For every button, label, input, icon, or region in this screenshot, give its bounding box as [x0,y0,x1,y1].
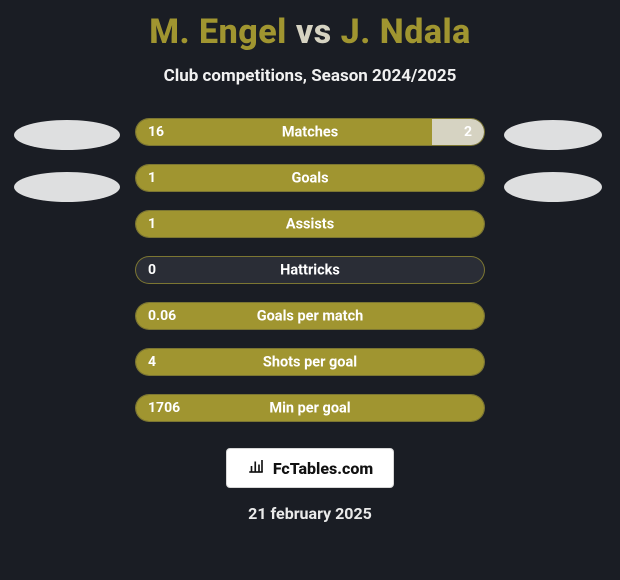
player1-photo-placeholder-top [14,120,120,150]
footer-date: 21 february 2025 [248,504,372,523]
player1-name: M. Engel [149,12,287,52]
stat-value-left: 0 [148,262,156,278]
brand-badge: FcTables.com [226,448,394,488]
brand-text: FcTables.com [273,459,373,478]
player2-name: J. Ndala [341,12,471,52]
stat-value-left: 1 [148,170,156,186]
stat-value-left: 4 [148,354,156,370]
player1-photo-column [7,118,127,422]
stat-label: Min per goal [269,400,350,417]
stat-value-left: 16 [148,124,164,140]
stat-label: Goals per match [257,308,364,325]
stat-label: Shots per goal [263,354,357,371]
stat-value-left: 1706 [148,400,180,416]
stat-value-left: 1 [148,216,156,232]
stat-bar: 1 Goals [135,164,485,192]
chart-icon [247,457,265,479]
stat-bar-right-fill [432,119,484,145]
stat-value-left: 0.06 [148,308,176,324]
stat-label: Assists [286,216,334,233]
title-separator: vs [296,12,332,52]
player2-photo-placeholder-top [504,120,602,150]
player1-photo-placeholder-bottom [14,172,120,202]
stat-bar: 1 Assists [135,210,485,238]
stat-bar: 0 Hattricks [135,256,485,284]
stat-bars: 16 2 Matches 1 Goals 1 Assists 0 Hattricks 0.06 Go… [135,118,485,422]
stat-bar: 0.06 Goals per match [135,302,485,330]
card-subtitle: Club competitions, Season 2024/2025 [164,66,457,86]
stat-bar: 16 2 Matches [135,118,485,146]
player2-photo-placeholder-bottom [504,172,602,202]
stat-label: Goals [291,170,328,187]
comparison-stage: 16 2 Matches 1 Goals 1 Assists 0 Hattricks 0.06 Go… [10,118,610,422]
comparison-card: M. Engel vs J. Ndala Club competitions, … [0,0,620,580]
stat-value-right: 2 [464,124,472,140]
card-title: M. Engel vs J. Ndala [149,12,471,52]
stat-label: Hattricks [280,262,340,279]
stat-bar: 1706 Min per goal [135,394,485,422]
stat-bar: 4 Shots per goal [135,348,485,376]
stat-label: Matches [282,124,338,141]
player2-photo-column [493,118,613,422]
